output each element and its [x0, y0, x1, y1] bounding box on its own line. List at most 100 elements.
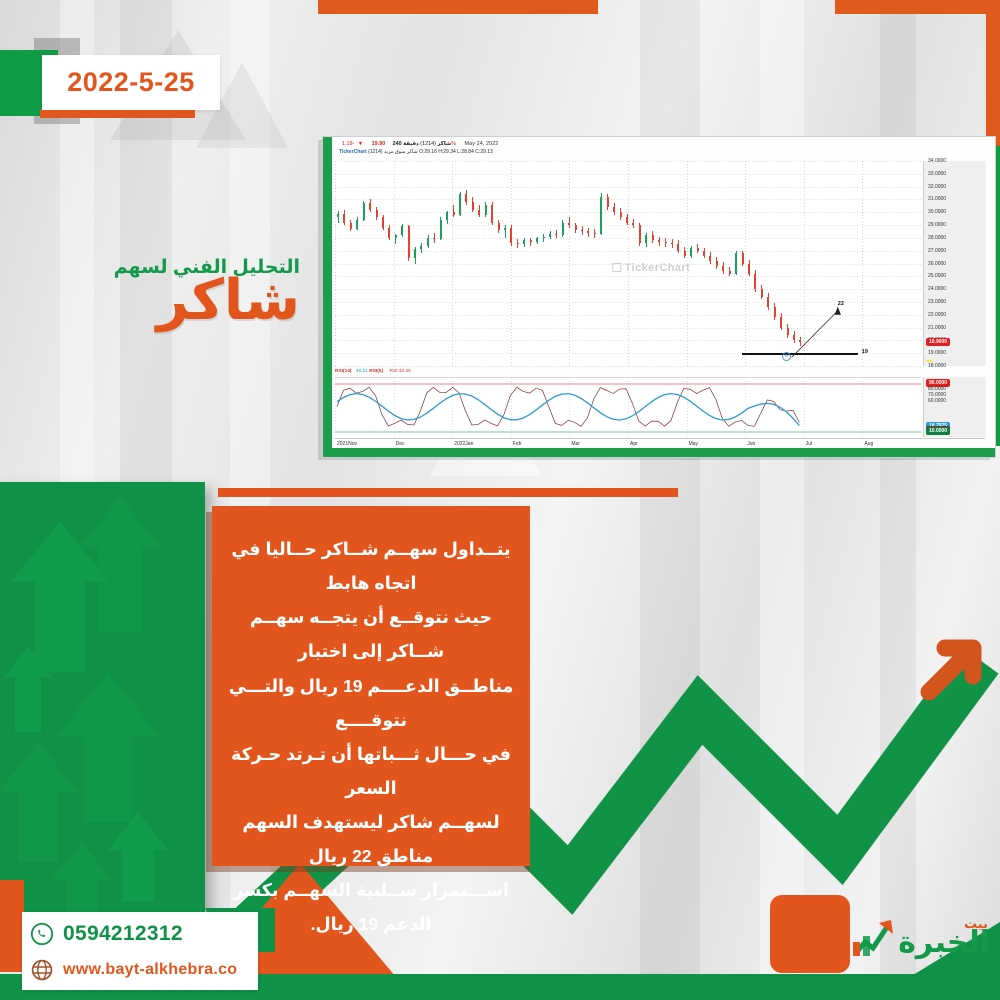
whatsapp-contact[interactable]: 0594212312: [30, 922, 183, 946]
decorative-green-panel: [0, 482, 205, 930]
rsi-name-fast: RSI(5): [369, 369, 384, 374]
rsi-tick-label: 10.0000: [926, 427, 951, 435]
watermark-box-icon: [612, 262, 622, 272]
gridline-vertical: [745, 378, 747, 438]
chart-quote-line: شاكر (1214) دقيقة 240 19.90 ▼ -1.19% May…: [339, 141, 991, 147]
date-tick-label: Mar: [571, 441, 581, 447]
date-tick-label: Aug: [864, 441, 874, 447]
axis-highlight-tag: [926, 360, 932, 362]
whatsapp-icon: [30, 922, 54, 946]
gridline-vertical: [569, 378, 571, 438]
date-badge: 2022-5-25: [42, 55, 220, 110]
globe-icon: [31, 959, 53, 981]
logo-main-text: الخبرة: [898, 926, 990, 959]
projection-arrow-icon: [791, 306, 841, 358]
analysis-line: حيث نتوقــع أن يتجــه سهــم شــاكر إلى ا…: [249, 607, 493, 662]
date-text: 2022-5-25: [67, 67, 195, 97]
orange-arrow-icon: [920, 639, 982, 701]
gridline-horizontal: [335, 366, 921, 367]
gridline-vertical: [393, 378, 395, 438]
ohlc-close: C:29.13: [475, 149, 493, 155]
gridline-vertical: [803, 161, 805, 366]
price-tick-label: 19.0000: [928, 350, 947, 357]
target-label: 22: [837, 300, 844, 307]
brand-logo[interactable]: بيت الخبرة: [853, 912, 990, 974]
price-tick-label: 29.0000: [928, 222, 947, 229]
price-tick-label: 28.0000: [928, 234, 947, 241]
analysis-text-block: يتــداول سهــم شــاكر حــاليا في اتجاه ه…: [212, 506, 530, 934]
date-tick-label: Dec: [395, 441, 405, 447]
whatsapp-number: 0594212312: [63, 922, 183, 945]
date-tick-label: May: [688, 441, 699, 447]
price-tick-label: 32.0000: [928, 183, 947, 190]
gridline-vertical: [628, 378, 629, 438]
gridline-vertical: [686, 161, 688, 366]
rsi-name-slow: RSI(14): [335, 369, 352, 374]
chart-watermark: TickerChart: [612, 261, 691, 274]
date-tick-label: 2021Nov: [337, 441, 358, 447]
website-contact[interactable]: www.bayt-alkhebra.co: [30, 958, 237, 982]
ohlc-low: L:28.84: [457, 149, 474, 155]
gridline-vertical: [393, 161, 395, 366]
chart-brand: TickerChart: [339, 149, 367, 155]
chart-header: شاكر (1214) دقيقة 240 19.90 ▼ -1.19% May…: [339, 141, 991, 163]
analysis-line: مناطــق الدعــــم 19 ريال والتـــي نتوقـ…: [228, 675, 514, 730]
section-divider: [218, 488, 678, 497]
gridline-vertical: [452, 161, 454, 366]
gridline-vertical: [803, 378, 805, 438]
left-orange-edge: [0, 880, 24, 972]
watermark-text: TickerChart: [624, 261, 691, 274]
rsi-tick-label: 80.0000: [928, 386, 947, 392]
price-tick-label: 24.0000: [928, 286, 947, 293]
chart-left-border: [323, 137, 332, 457]
chart-code: (1214): [420, 141, 436, 147]
logo-growth-icon: [853, 920, 893, 956]
stock-chart-card[interactable]: شاكر (1214) دقيقة 240 19.90 ▼ -1.19% May…: [322, 136, 996, 458]
page-title: التحليل الفني لسهم شاكر: [60, 258, 300, 328]
date-badge-underline: [40, 110, 195, 118]
chart-market-label: شاكر سوق مزيد (1214): [368, 149, 418, 155]
gridline-vertical: [335, 378, 336, 438]
price-tick-label: 18.0000: [928, 363, 947, 369]
price-tick-label: 21.0000: [928, 324, 947, 331]
rsi-value-slow: 46.51: [355, 369, 368, 374]
rsi-axis: 90.000080.000070.000060.000018.797512.11…: [923, 377, 986, 437]
down-arrow-icon: ▼: [357, 141, 364, 147]
date-tick-label: 2022Jan: [454, 441, 474, 447]
rsi-tick-label: 70.0000: [928, 392, 947, 398]
gridline-vertical: [510, 161, 512, 366]
price-tick-label: 26.0000: [928, 260, 947, 267]
orange-square-accent: [770, 895, 850, 973]
support-label: 19: [861, 349, 868, 356]
gridline-vertical: [510, 378, 512, 438]
price-axis: 34.0000 33.0000 32.0000 31.0000 30.0000 29.00…: [923, 158, 986, 369]
date-tick-label: Jul: [805, 441, 813, 447]
price-tick-label: 22.0000: [928, 311, 947, 318]
ohlc-open: O:29.16: [419, 149, 437, 155]
gridline-vertical: [686, 378, 688, 438]
current-price-tag: 19.9000: [926, 337, 951, 346]
contact-card: [22, 912, 258, 990]
date-axis: 2021Nov Dec 2022Jan Feb Mar Apr May Jun Jul Aug: [335, 438, 985, 455]
gridline-vertical: [452, 378, 454, 438]
date-tick-label: Feb: [512, 441, 522, 447]
rsi-header: RSI(14) 46.51 RSI(5) RSI:42.45: [335, 369, 411, 374]
chart-bottom-border: [323, 448, 995, 457]
gridline-vertical: [628, 161, 629, 366]
rsi-tick-label: 90.0000: [926, 379, 951, 387]
top-accent-bar: [318, 0, 598, 14]
rsi-lines: [335, 383, 921, 433]
analysis-line: لسهــم شاكر ليستهدف السهم مناطق 22 ريال: [242, 812, 500, 867]
rsi-plot[interactable]: [335, 377, 921, 438]
top-accent-bar-right: [835, 0, 1000, 14]
chart-timeframe: دقيقة 240: [392, 141, 419, 147]
rsi-tick-label: 60.0000: [928, 398, 947, 404]
candlestick-plot[interactable]: TickerChart 19 22 B: [335, 161, 921, 367]
date-tick-label: Jun: [747, 441, 756, 447]
gridline-vertical: [569, 161, 571, 366]
arrow-pattern: [0, 497, 168, 930]
price-tick-label: 31.0000: [928, 196, 947, 203]
right-accent-bar-orange: [986, 14, 1000, 146]
price-tick-label: 23.0000: [928, 298, 947, 305]
